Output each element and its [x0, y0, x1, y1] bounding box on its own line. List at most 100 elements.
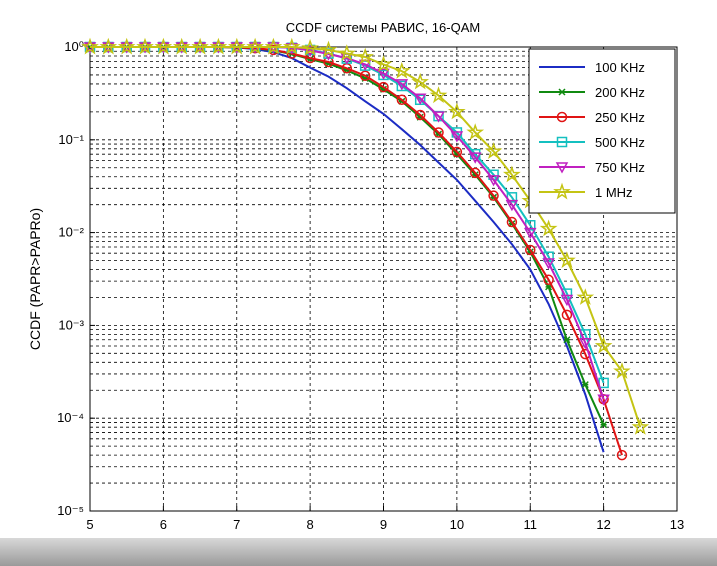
- marker: [319, 40, 338, 58]
- series-line: [90, 46, 605, 426]
- marker: [555, 162, 569, 174]
- marker: [488, 190, 499, 201]
- marker: [282, 37, 301, 55]
- legend-box: [528, 48, 676, 214]
- chart-title: CCDF системы РАВИС, 16-QAM: [286, 20, 480, 35]
- marker: [505, 199, 519, 212]
- marker: [117, 37, 136, 55]
- marker: [579, 338, 592, 350]
- legend-label: 750 KHz: [595, 160, 645, 175]
- marker: [468, 152, 482, 164]
- series-line: [90, 46, 605, 453]
- marker: [503, 165, 521, 183]
- legend: 100 KHz 200 KHz 250 KHz 500 KHz 750 KHz 1 MHz: [528, 48, 676, 214]
- marker: [539, 219, 558, 237]
- marker: [356, 47, 374, 65]
- marker: [506, 216, 518, 228]
- marker: [81, 37, 99, 55]
- marker: [432, 111, 445, 123]
- marker: [396, 94, 408, 106]
- plot-frame: [89, 46, 678, 512]
- marker: [377, 68, 390, 80]
- marker: [558, 88, 566, 96]
- marker: [600, 421, 608, 429]
- marker: [553, 182, 571, 200]
- marker: [359, 70, 371, 81]
- marker: [246, 37, 264, 55]
- y-axis-label: CCDF (PAPR>PAPRo): [27, 208, 43, 350]
- marker: [613, 361, 631, 379]
- marker: [411, 72, 429, 90]
- x-tick-label: 6: [160, 517, 167, 532]
- chart: CCDF системы РАВИС, 16-QAM PAPRo (dB) CC…: [27, 20, 684, 557]
- y-tick-label: 10⁻³: [58, 317, 84, 332]
- y-tick-label: 10⁻¹: [58, 132, 84, 147]
- marker: [448, 102, 466, 120]
- marker: [451, 146, 463, 158]
- marker: [487, 175, 500, 187]
- video-control-bar: [0, 538, 717, 566]
- legend-label: 100 KHz: [595, 60, 645, 75]
- y-tick-label: 10⁻²: [58, 225, 84, 240]
- marker: [396, 80, 408, 92]
- marker: [429, 86, 448, 104]
- x-tick-label: 12: [596, 517, 610, 532]
- marker: [543, 274, 554, 286]
- y-tick-label: 10⁻⁵: [57, 503, 84, 518]
- marker: [558, 251, 576, 269]
- x-tick-label: 11: [524, 517, 538, 532]
- y-tick-label: 10⁰: [64, 39, 84, 54]
- legend-label: 500 KHz: [595, 135, 645, 150]
- marker: [560, 294, 574, 307]
- marker: [616, 449, 628, 461]
- legend-label: 250 KHz: [595, 110, 645, 125]
- marker: [378, 81, 389, 93]
- marker: [484, 142, 503, 159]
- marker: [556, 136, 568, 148]
- marker: [338, 44, 356, 62]
- marker: [154, 37, 173, 55]
- marker: [414, 109, 426, 121]
- series-line: [90, 46, 642, 428]
- marker: [594, 336, 613, 354]
- x-tick-label: 5: [86, 517, 93, 532]
- marker: [264, 37, 283, 55]
- marker: [172, 37, 191, 55]
- marker: [433, 127, 444, 138]
- marker: [450, 131, 464, 143]
- y-tick-label: 10⁻⁴: [57, 410, 84, 425]
- marker: [597, 394, 610, 406]
- x-tick-label: 10: [450, 517, 464, 532]
- marker: [227, 37, 246, 55]
- marker: [413, 93, 427, 105]
- marker: [393, 61, 411, 79]
- marker: [374, 55, 393, 72]
- marker: [136, 37, 154, 55]
- marker: [563, 336, 571, 344]
- marker: [631, 417, 650, 435]
- marker: [576, 288, 595, 305]
- x-tick-label: 8: [307, 517, 314, 532]
- marker: [542, 258, 555, 270]
- marker: [209, 37, 228, 55]
- series-line: [90, 46, 605, 384]
- x-tick-label: 9: [380, 517, 387, 532]
- marker: [99, 37, 118, 55]
- x-tick-label: 13: [670, 517, 684, 532]
- marker: [469, 167, 481, 179]
- marker: [304, 52, 316, 64]
- legend-label: 1 MHz: [595, 185, 633, 200]
- marker: [581, 381, 589, 389]
- legend-label: 200 KHz: [595, 85, 645, 100]
- x-tick-label: 7: [233, 517, 240, 532]
- marker: [525, 244, 536, 256]
- marker: [395, 79, 409, 91]
- marker: [301, 38, 319, 56]
- marker: [523, 227, 537, 240]
- marker: [561, 309, 573, 321]
- marker: [556, 111, 568, 123]
- marker: [191, 37, 209, 55]
- marker: [466, 123, 485, 140]
- series-line: [90, 46, 605, 400]
